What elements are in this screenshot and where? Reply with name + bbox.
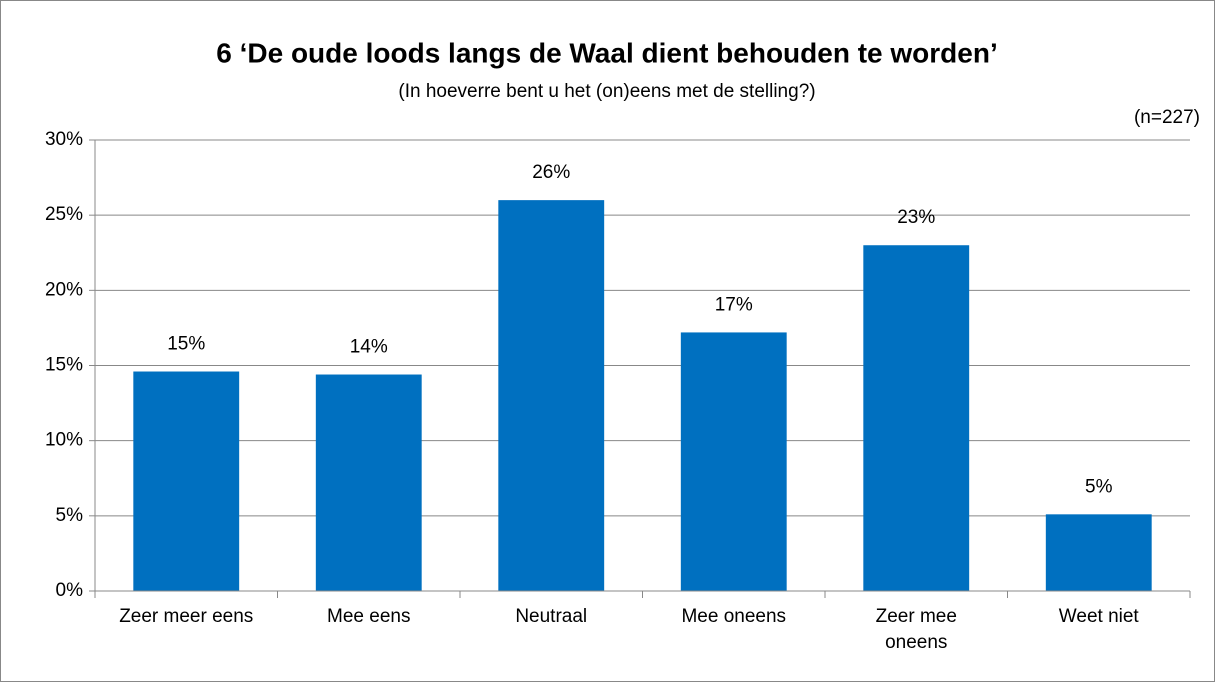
x-tick-label: Zeer meer eens (119, 606, 254, 627)
chart-subtitle: (In hoeverre bent u het (on)eens met de … (398, 81, 815, 102)
y-tick-label: 15% (45, 355, 83, 376)
data-label: 5% (1085, 476, 1113, 497)
x-tick-label: Mee eens (327, 606, 411, 627)
y-tick-label: 0% (56, 580, 84, 601)
y-tick-label: 25% (45, 204, 83, 225)
y-tick-label: 5% (56, 505, 84, 526)
x-tick-label: Neutraal (515, 606, 588, 627)
x-tick-label: Mee oneens (681, 606, 787, 627)
bar (315, 374, 422, 591)
data-label: 15% (167, 334, 205, 355)
data-label: 26% (532, 162, 570, 183)
sample-size: (n=227) (1134, 107, 1200, 128)
data-label: 23% (897, 207, 935, 228)
y-tick-label: 10% (45, 430, 83, 451)
bar (680, 332, 787, 591)
y-tick-label: 20% (45, 279, 83, 300)
data-label: 14% (350, 337, 388, 358)
bar (863, 245, 970, 591)
y-tick-label: 30% (45, 129, 83, 150)
bar (498, 200, 605, 591)
data-label: 17% (715, 294, 753, 315)
x-tick-label: Weet niet (1058, 606, 1139, 627)
bar (133, 371, 240, 591)
bar (1045, 514, 1152, 591)
chart-title: 6 ‘De oude loods langs de Waal dient beh… (216, 37, 997, 68)
x-tick-label: Zeer mee oneens (875, 606, 957, 653)
